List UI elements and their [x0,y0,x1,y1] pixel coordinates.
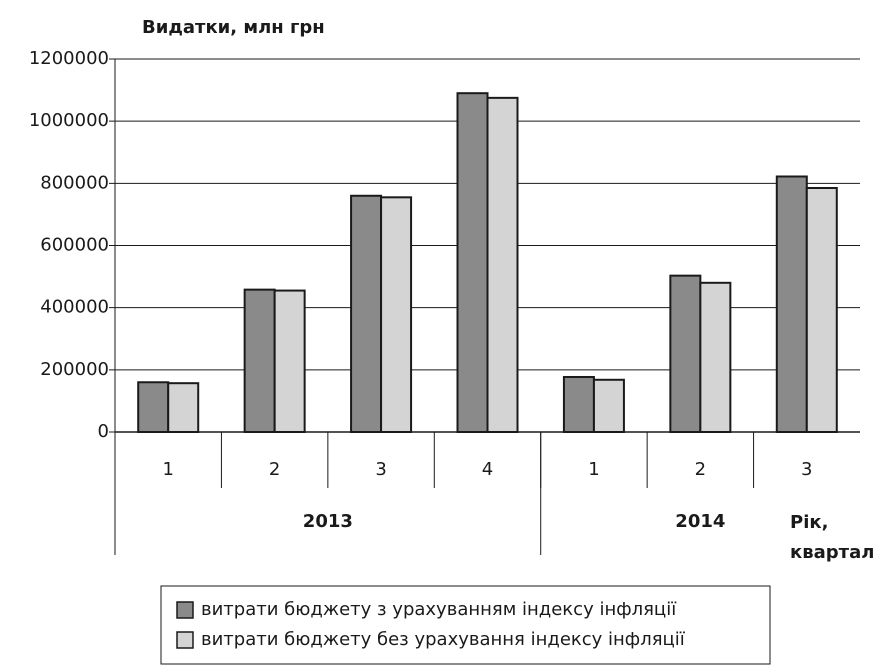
bar [380,196,413,433]
x-tick-label: 2 [695,459,706,480]
y-tick-label: 800000 [40,172,109,193]
legend-label: витрати бюджету без урахування індексу і… [201,629,686,650]
bar [592,378,625,433]
bar [456,92,489,433]
legend-swatch [176,601,194,619]
x-axis-label: Рік, квартал [790,512,875,563]
x-tick-label: 4 [482,459,493,480]
bar [350,194,383,433]
y-tick-label: 0 [98,421,109,442]
bar [562,375,595,434]
legend-box [160,585,771,665]
group-label: 2013 [303,511,353,532]
y-tick-label: 1000000 [29,110,109,131]
bar [243,288,276,433]
x-tick-label: 1 [162,459,173,480]
x-tick-label: 1 [588,459,599,480]
bar [273,289,306,433]
x-tick-label: 3 [375,459,386,480]
bar [137,381,170,433]
x-tick-label: 2 [269,459,280,480]
group-label: 2014 [675,511,725,532]
y-tick-label: 600000 [40,235,109,256]
y-axis-label: Видатки, млн грн [142,17,325,38]
legend-label: витрати бюджету з урахуванням індексу ін… [201,599,677,620]
bar [775,175,808,433]
y-tick-label: 200000 [40,359,109,380]
x-tick-label: 3 [801,459,812,480]
bar [699,281,732,433]
bar [167,382,200,433]
bar [805,186,838,433]
legend-swatch [176,631,194,649]
bar [669,274,702,434]
bar [486,96,519,434]
y-tick-label: 400000 [40,297,109,318]
y-tick-label: 1200000 [29,48,109,69]
